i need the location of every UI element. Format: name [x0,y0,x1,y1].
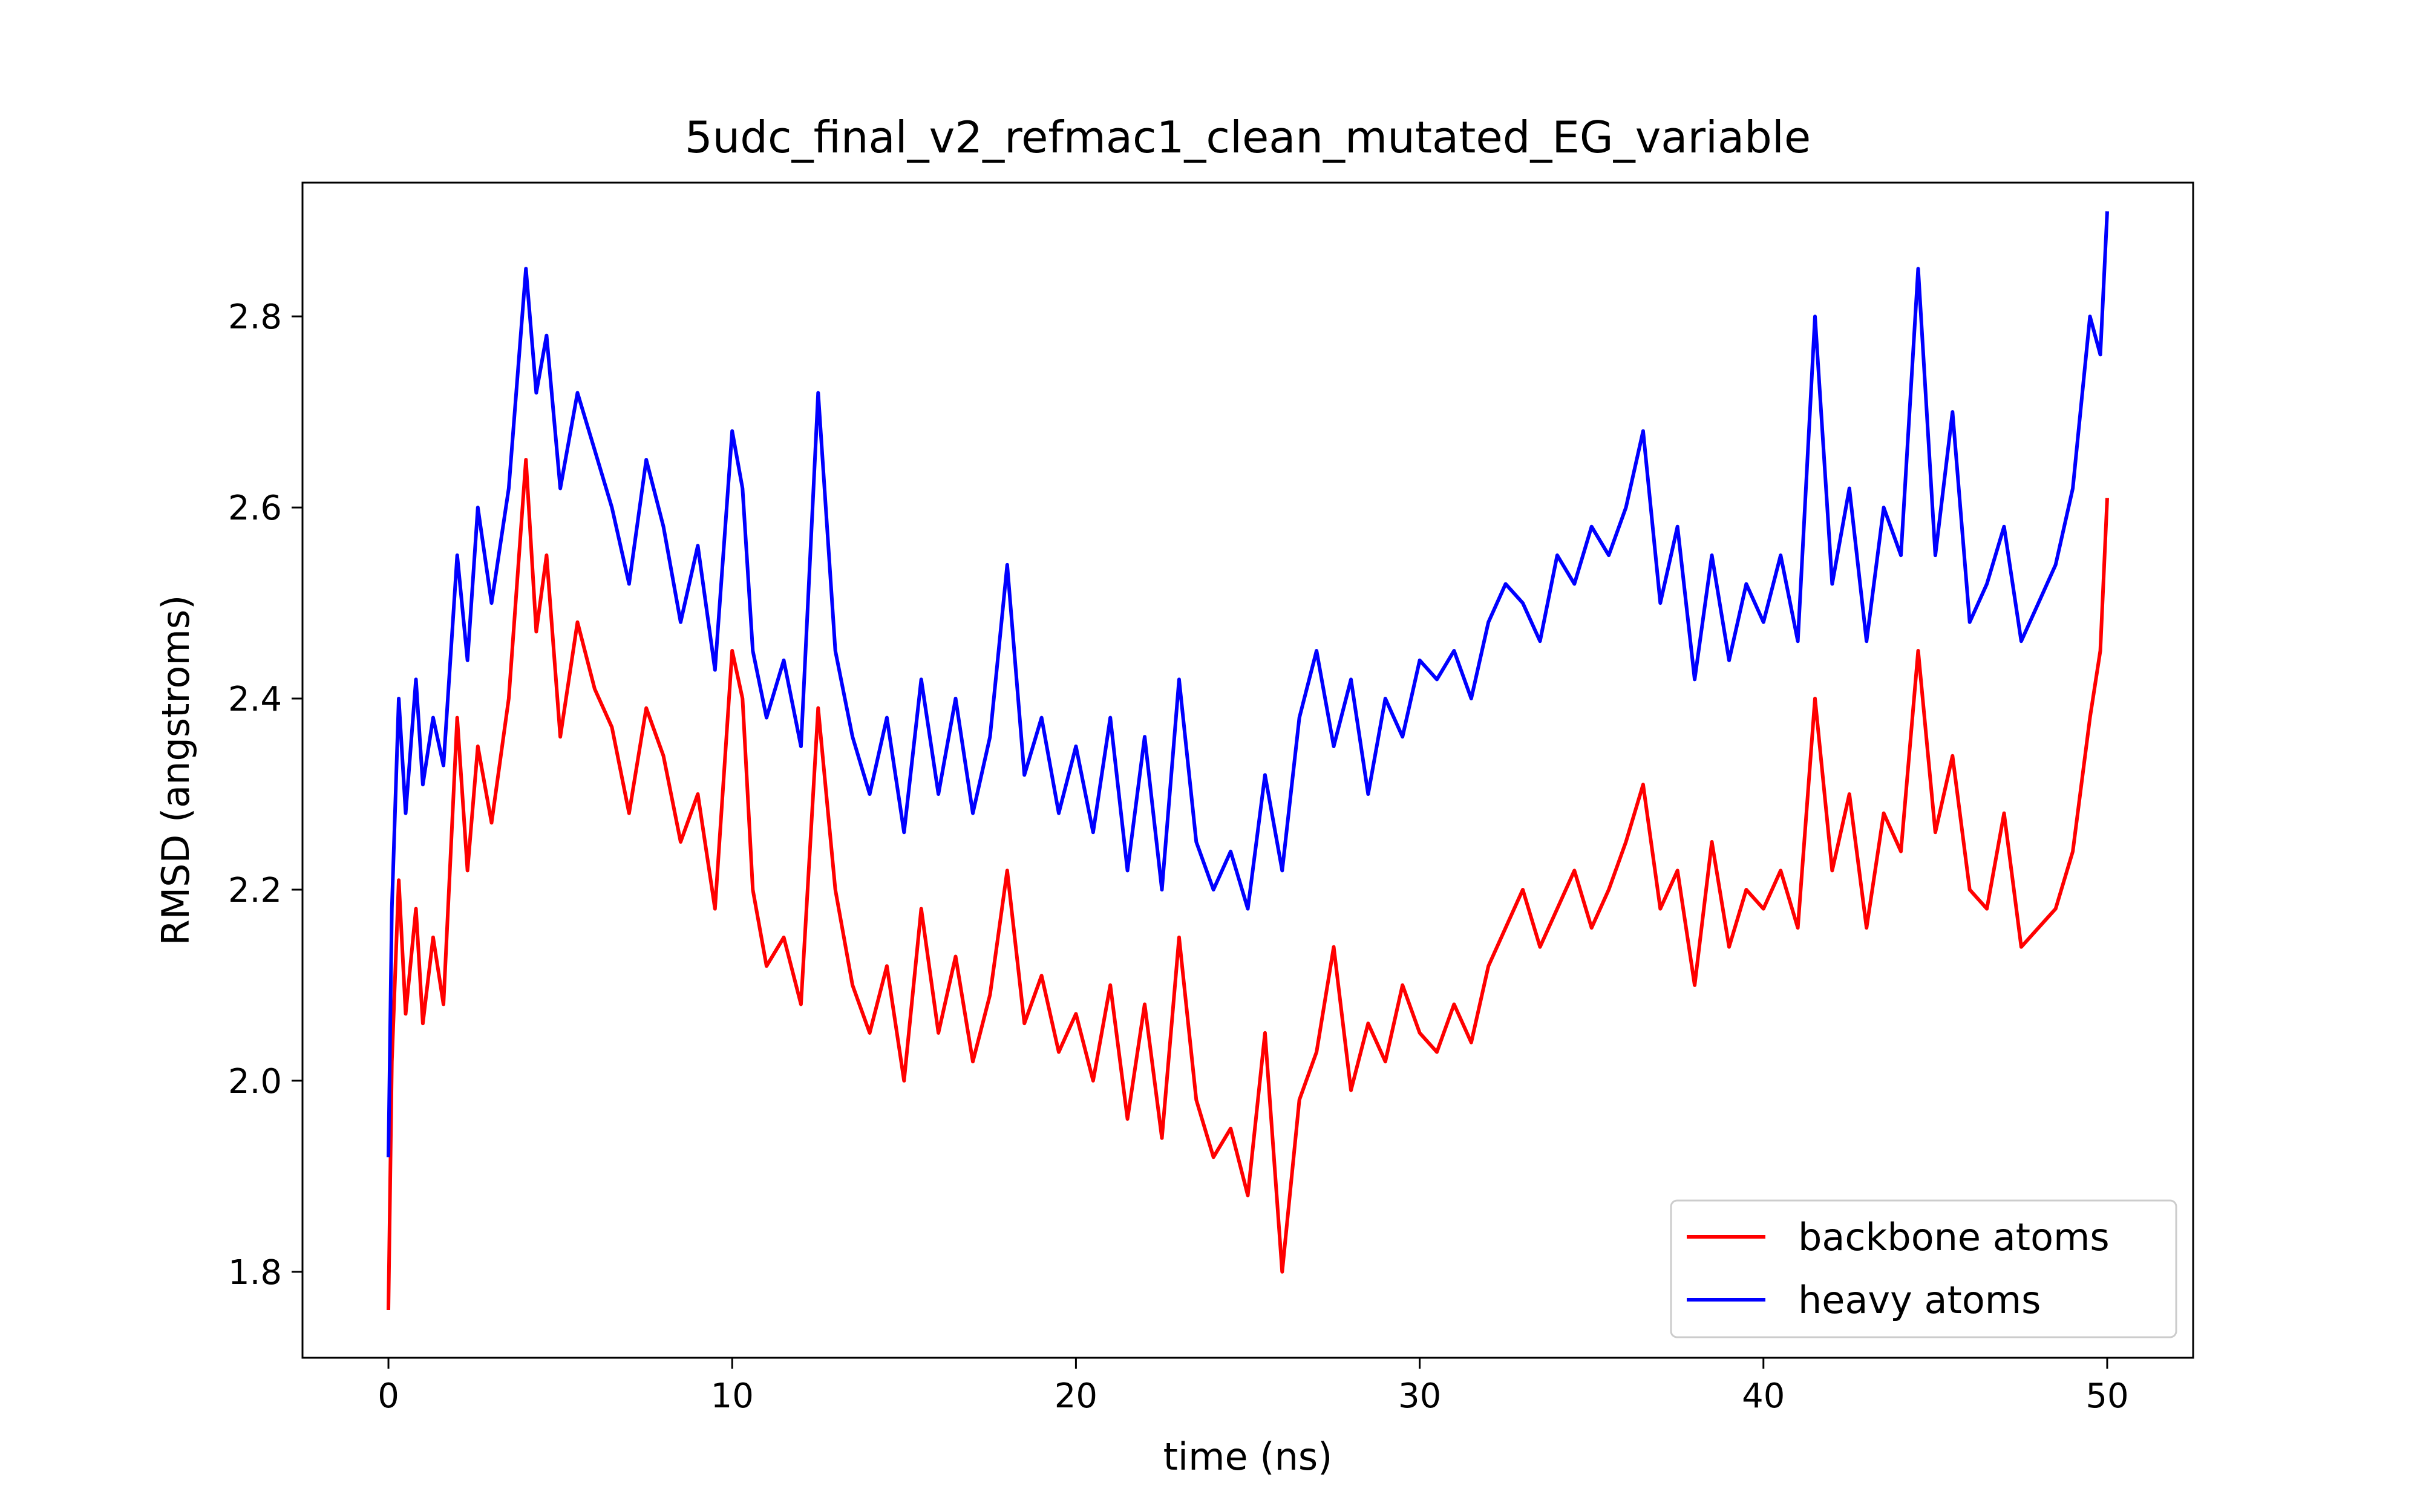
x-axis-ticks: 0 10 20 30 40 50 [378,1358,2129,1416]
legend-label-heavy: heavy atoms [1798,1278,2041,1322]
y-tick-label: 1.8 [228,1253,282,1292]
series-line-backbone [387,458,2109,1311]
legend-box [1670,1199,2177,1338]
chart-title: 5udc_final_v2_refmac1_clean_mutated_EG_v… [685,112,1811,163]
x-tick-label: 40 [1742,1377,1785,1416]
x-tick-label: 30 [1398,1377,1441,1416]
legend-label-backbone: backbone atoms [1798,1215,2110,1259]
series-line-heavy [387,211,2109,1158]
y-tick-label: 2.8 [228,298,282,337]
y-axis-label: RMSD (angstroms) [154,595,198,946]
x-tick-label: 20 [1055,1377,1097,1416]
x-tick-label: 50 [2085,1377,2128,1416]
y-tick-label: 2.4 [228,680,282,719]
series-layer [387,211,2109,1311]
y-tick-label: 2.2 [228,871,282,910]
y-axis-ticks: 1.8 2.0 2.2 2.4 2.6 2.8 [228,298,302,1292]
x-axis-label: time (ns) [1163,1435,1333,1479]
y-tick-label: 2.0 [228,1062,282,1101]
plot-area-frame [301,181,2194,1359]
x-tick-label: 0 [378,1377,399,1416]
legend: backbone atoms heavy atoms [1670,1199,2177,1338]
y-tick-label: 2.6 [228,489,282,528]
x-tick-label: 10 [711,1377,754,1416]
